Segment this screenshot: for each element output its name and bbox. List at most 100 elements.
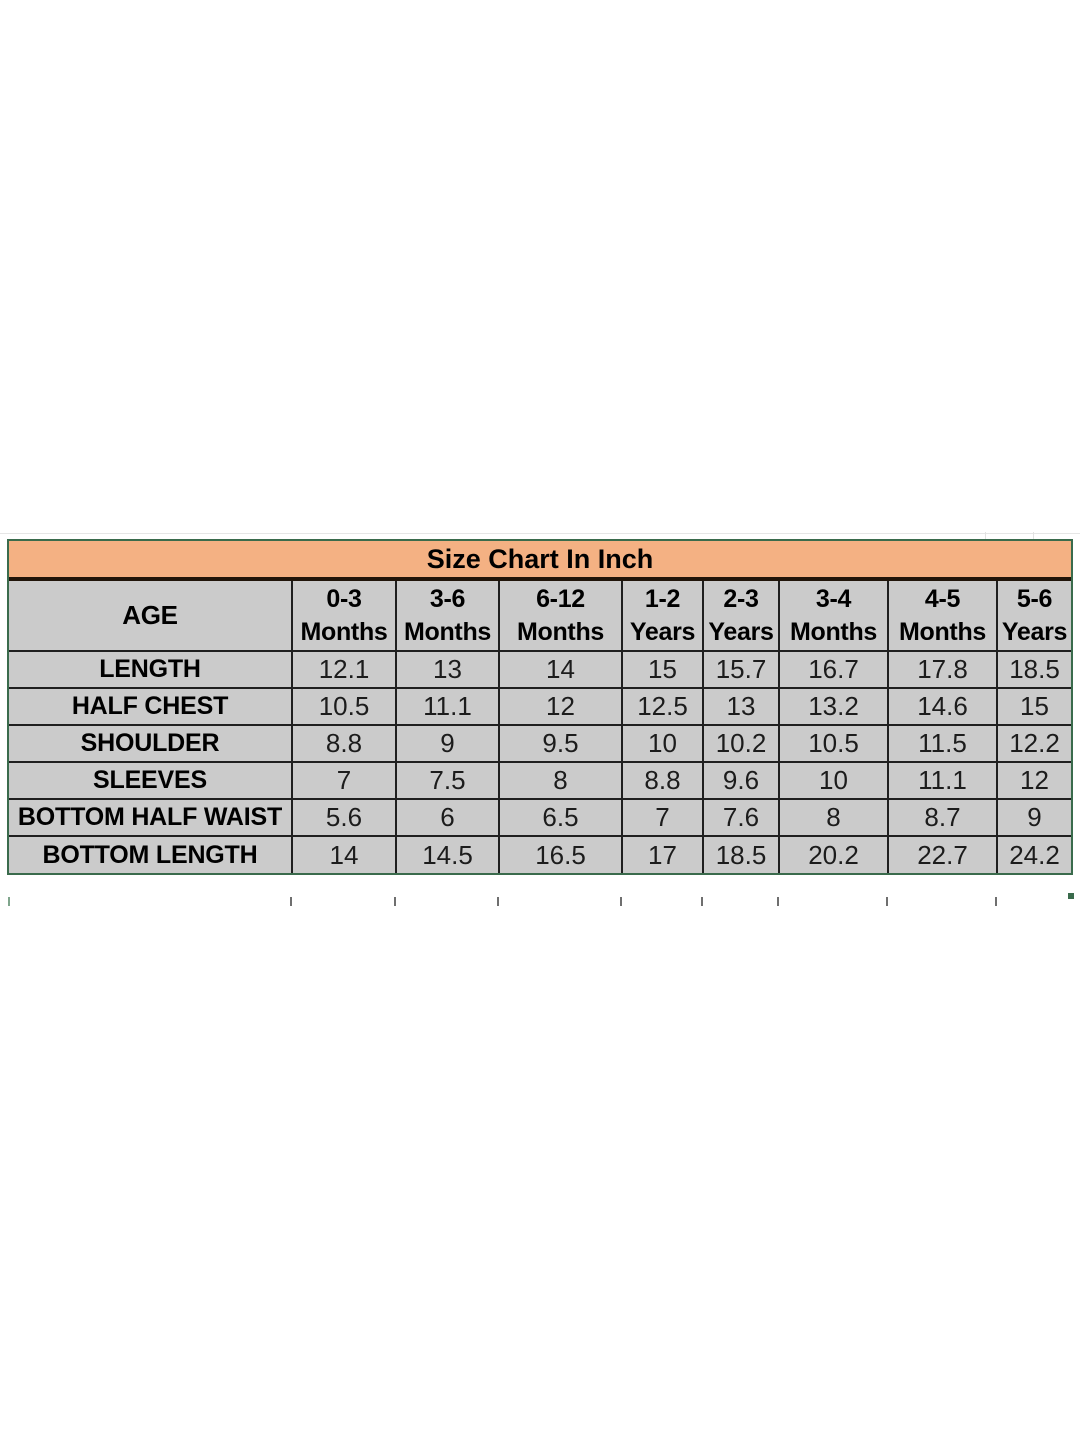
- size-value-cell: 11.1: [887, 761, 998, 800]
- size-value-cell: 20.2: [778, 835, 889, 873]
- size-value-cell: 7: [291, 761, 397, 800]
- column-header-4-5-months: 4-5 Months: [887, 578, 998, 652]
- grid-stub: [290, 897, 292, 906]
- column-header-5-6-years: 5-6 Years: [996, 578, 1071, 652]
- grid-stub: [620, 897, 622, 906]
- column-header-1-2-years: 1-2 Years: [621, 578, 704, 652]
- size-value-cell: 12.2: [996, 724, 1071, 763]
- measurement-row-label: LENGTH: [9, 650, 293, 689]
- age-unit: Months: [403, 617, 492, 646]
- spreadsheet-gridline-vertical: [1033, 532, 1034, 540]
- size-value-cell: 10.5: [778, 724, 889, 763]
- size-value-cell: 9.6: [702, 761, 780, 800]
- size-value-cell: 14: [498, 650, 623, 689]
- age-unit: Years: [708, 617, 774, 646]
- size-value-cell: 18.5: [702, 835, 780, 873]
- column-header-2-3-years: 2-3 Years: [702, 578, 780, 652]
- size-value-cell: 8.7: [887, 798, 998, 837]
- size-value-cell: 16.5: [498, 835, 623, 873]
- table-row-bottom-length: BOTTOM LENGTH 14 14.5 16.5 17 18.5 20.2 …: [9, 835, 1071, 873]
- size-value-cell: 5.6: [291, 798, 397, 837]
- size-value-cell: 16.7: [778, 650, 889, 689]
- selection-handle: [1068, 893, 1074, 899]
- age-unit: Months: [516, 617, 605, 646]
- size-value-cell: 15: [621, 650, 704, 689]
- size-value-cell: 7.5: [395, 761, 500, 800]
- grid-stub: [995, 897, 997, 906]
- size-value-cell: 9.5: [498, 724, 623, 763]
- column-header-3-4-months: 3-4 Months: [778, 578, 889, 652]
- size-value-cell: 12: [996, 761, 1071, 800]
- size-value-cell: 13: [395, 650, 500, 689]
- size-value-cell: 17.8: [887, 650, 998, 689]
- size-value-cell: 13.2: [778, 687, 889, 726]
- size-value-cell: 14.5: [395, 835, 500, 873]
- spreadsheet-gridline-horizontal: [0, 533, 1080, 534]
- age-unit: Months: [898, 617, 987, 646]
- size-value-cell: 14: [291, 835, 397, 873]
- size-value-cell: 10.2: [702, 724, 780, 763]
- size-value-cell: 14.6: [887, 687, 998, 726]
- size-value-cell: 8.8: [291, 724, 397, 763]
- size-value-cell: 9: [996, 798, 1071, 837]
- spreadsheet-gridline-vertical: [985, 532, 986, 540]
- size-value-cell: 13: [702, 687, 780, 726]
- age-range: 1-2: [644, 584, 681, 613]
- age-range: 3-6: [429, 584, 466, 613]
- size-chart-frame: Size Chart In Inch AGE 0-3 Months 3-6 Mo…: [7, 539, 1073, 875]
- size-value-cell: 10: [778, 761, 889, 800]
- size-value-cell: 15: [996, 687, 1071, 726]
- age-range: 5-6: [1016, 584, 1053, 613]
- grid-stub: [886, 897, 888, 906]
- table-row-sleeves: SLEEVES 7 7.5 8 8.8 9.6 10 11.1 12: [9, 761, 1071, 800]
- size-value-cell: 24.2: [996, 835, 1071, 873]
- size-value-cell: 11.5: [887, 724, 998, 763]
- size-value-cell: 12.1: [291, 650, 397, 689]
- size-value-cell: 15.7: [702, 650, 780, 689]
- grid-stub: [777, 897, 779, 906]
- age-unit: Months: [789, 617, 878, 646]
- table-row-half-chest: HALF CHEST 10.5 11.1 12 12.5 13 13.2 14.…: [9, 687, 1071, 726]
- size-value-cell: 10.5: [291, 687, 397, 726]
- size-value-cell: 6.5: [498, 798, 623, 837]
- age-range: 3-4: [815, 584, 852, 613]
- size-value-cell: 9: [395, 724, 500, 763]
- age-range: 6-12: [536, 584, 585, 613]
- age-range: 4-5: [924, 584, 961, 613]
- column-header-3-6-months: 3-6 Months: [395, 578, 500, 652]
- size-value-cell: 17: [621, 835, 704, 873]
- size-value-cell: 22.7: [887, 835, 998, 873]
- age-corner-header: AGE: [9, 578, 293, 652]
- measurement-row-label: BOTTOM HALF WAIST: [9, 798, 293, 837]
- size-value-cell: 8: [778, 798, 889, 837]
- size-chart-table: Size Chart In Inch AGE 0-3 Months 3-6 Mo…: [9, 541, 1071, 873]
- age-unit: Years: [629, 617, 696, 646]
- size-value-cell: 8.8: [621, 761, 704, 800]
- size-value-cell: 12: [498, 687, 623, 726]
- grid-stub: [8, 897, 10, 906]
- column-header-0-3-months: 0-3 Months: [291, 578, 397, 652]
- size-value-cell: 8: [498, 761, 623, 800]
- table-row-bottom-half-waist: BOTTOM HALF WAIST 5.6 6 6.5 7 7.6 8 8.7 …: [9, 798, 1071, 837]
- size-value-cell: 10: [621, 724, 704, 763]
- size-value-cell: 12.5: [621, 687, 704, 726]
- measurement-row-label: BOTTOM LENGTH: [9, 835, 293, 873]
- age-unit: Years: [1001, 617, 1068, 646]
- size-value-cell: 7: [621, 798, 704, 837]
- measurement-row-label: SLEEVES: [9, 761, 293, 800]
- size-value-cell: 11.1: [395, 687, 500, 726]
- size-value-cell: 6: [395, 798, 500, 837]
- grid-stub: [701, 897, 703, 906]
- table-row-length: LENGTH 12.1 13 14 15 15.7 16.7 17.8 18.5: [9, 650, 1071, 689]
- size-value-cell: 7.6: [702, 798, 780, 837]
- grid-stub: [497, 897, 499, 906]
- age-range: 2-3: [723, 584, 759, 613]
- age-range: 0-3: [326, 584, 362, 613]
- grid-stub: [394, 897, 396, 906]
- chart-title: Size Chart In Inch: [9, 541, 1071, 581]
- age-unit: Months: [300, 617, 388, 646]
- measurement-row-label: HALF CHEST: [9, 687, 293, 726]
- table-row-shoulder: SHOULDER 8.8 9 9.5 10 10.2 10.5 11.5 12.…: [9, 724, 1071, 763]
- measurement-row-label: SHOULDER: [9, 724, 293, 763]
- column-header-6-12-months: 6-12 Months: [498, 578, 623, 652]
